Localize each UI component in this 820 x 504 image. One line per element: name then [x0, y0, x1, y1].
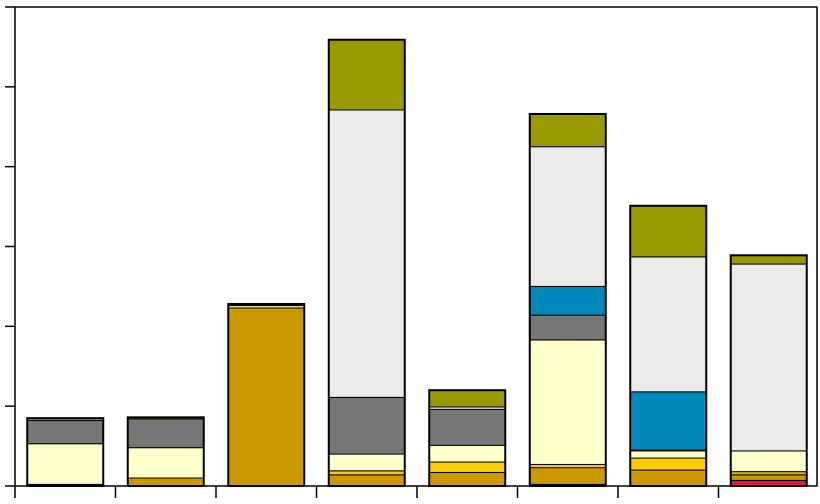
bar-segment-4-2 — [328, 474, 406, 487]
bar-segment-6-6 — [529, 314, 607, 341]
bar-segment-7-9 — [629, 205, 707, 258]
bar-segment-6-7 — [529, 285, 607, 316]
bar-segment-8-2 — [730, 474, 808, 481]
bars-group — [26, 38, 808, 488]
bar-segment-2-6 — [127, 418, 205, 449]
bar-segment-5-4 — [428, 461, 506, 473]
bar-segment-4-5 — [328, 453, 406, 472]
bar-segment-8-9 — [730, 254, 808, 265]
bar-segment-5-9 — [428, 389, 506, 408]
bar-segment-5-5 — [428, 444, 506, 463]
bar-segment-6-8 — [529, 146, 607, 287]
bar-segment-4-9 — [328, 39, 406, 111]
bar-segment-7-5 — [629, 450, 707, 459]
bar-segment-5-6 — [428, 408, 506, 446]
bar-segment-4-4 — [328, 470, 406, 476]
bar-segment-7-7 — [629, 391, 707, 451]
bar-segment-5-2 — [428, 471, 506, 487]
bar-segment-3-2 — [227, 307, 305, 487]
bar-segment-6-9 — [529, 113, 607, 148]
axes-group — [5, 6, 720, 498]
bar-segment-4-8 — [328, 109, 406, 398]
bar-segment-6-5 — [529, 339, 607, 465]
bar-segment-2-5 — [127, 447, 205, 479]
bar-segment-7-2 — [629, 469, 707, 487]
bar-segment-7-4 — [629, 457, 707, 471]
bar-segment-8-5 — [730, 450, 808, 473]
plot-frame — [14, 6, 818, 487]
bar-segment-2-2 — [127, 477, 205, 487]
bar-segment-8-8 — [730, 263, 808, 452]
bar-segment-1-6 — [26, 420, 104, 445]
bar-segment-6-2 — [529, 467, 607, 485]
bar-segment-7-8 — [629, 256, 707, 393]
bar-segment-4-6 — [328, 396, 406, 455]
bar-segment-1-5 — [26, 443, 104, 485]
